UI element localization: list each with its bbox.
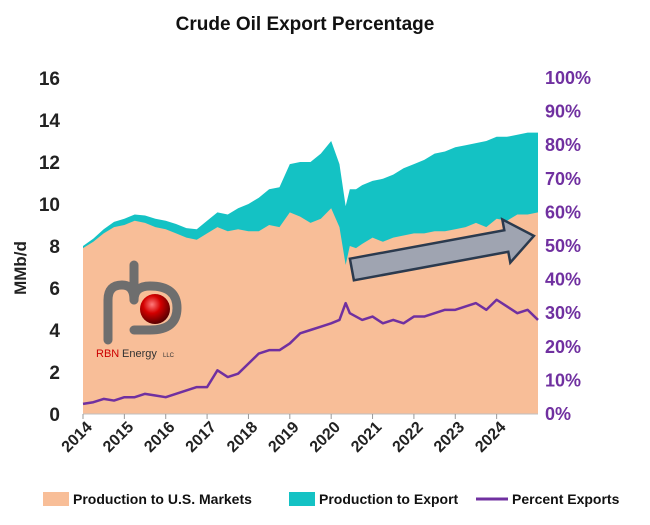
y-right-tick-label: 40% (545, 270, 581, 290)
x-tick-label: 2015 (100, 419, 137, 456)
legend-swatch (43, 492, 69, 506)
y-left-tick-label: 14 (39, 111, 61, 132)
legend-label: Production to U.S. Markets (73, 491, 252, 507)
y-right-tick-label: 90% (545, 102, 581, 122)
x-axis-ticks: 2014 2015 2016 2017 2018 2019 2020 2021 2022 2023… (59, 414, 510, 456)
x-tick-label: 2016 (141, 419, 178, 456)
y-axis-left-ticks: 0 2 4 6 8 10 12 14 16 (39, 69, 61, 426)
x-tick-label: 2020 (307, 419, 344, 456)
x-tick-label: 2022 (390, 419, 427, 456)
chart-title: Crude Oil Export Percentage (176, 14, 435, 35)
y-axis-label: MMb/d (11, 241, 30, 295)
y-right-tick-label: 50% (545, 236, 581, 256)
y-right-tick-label: 70% (545, 169, 581, 189)
logo-ball (140, 294, 170, 324)
x-tick-label: 2023 (431, 419, 468, 456)
y-left-tick-label: 16 (39, 69, 60, 90)
y-left-tick-label: 12 (39, 153, 60, 174)
y-left-tick-label: 6 (49, 279, 60, 300)
trend-arrow-shape (348, 217, 536, 282)
logo-pipe-loop (129, 281, 182, 335)
legend-swatch (289, 492, 315, 506)
percent-line-layer (82, 298, 539, 406)
x-tick-label: 2014 (59, 419, 96, 456)
y-right-tick-label: 100% (545, 68, 591, 88)
y-right-tick-label: 10% (545, 370, 581, 390)
y-right-tick-label: 30% (545, 303, 581, 323)
y-left-tick-label: 2 (49, 363, 60, 384)
y-left-tick-label: 10 (39, 195, 60, 216)
x-tick-label: 2017 (183, 419, 220, 456)
y-left-tick-label: 0 (49, 405, 60, 426)
x-tick-label: 2019 (265, 419, 302, 456)
y-right-tick-label: 0% (545, 404, 571, 424)
plot-areas (83, 132, 538, 414)
legend: Production to U.S. Markets Production to … (43, 491, 620, 507)
y-right-tick-label: 60% (545, 202, 581, 222)
y-right-tick-label: 80% (545, 135, 581, 155)
logo-text-suffix: LLC (163, 353, 175, 359)
y-axis-right-ticks: 0% 10% 20% 30% 40% 50% 60% 70% 80% 90% 100% (545, 68, 591, 424)
logo-text-main: RBN (96, 348, 119, 360)
y-left-tick-label: 8 (49, 237, 60, 258)
x-tick-label: 2021 (348, 419, 385, 456)
trend-arrow (348, 217, 536, 282)
line-percent-exports (82, 298, 539, 406)
legend-label: Production to Export (319, 491, 459, 507)
legend-label: Percent Exports (512, 491, 620, 507)
x-tick-label: 2024 (472, 419, 509, 456)
x-tick-label: 2018 (224, 419, 261, 456)
rbn-logo: RBN Energy LLC (96, 260, 182, 360)
y-left-tick-label: 4 (49, 321, 60, 342)
logo-text-sub: Energy (122, 348, 157, 360)
y-right-tick-label: 20% (545, 337, 581, 357)
